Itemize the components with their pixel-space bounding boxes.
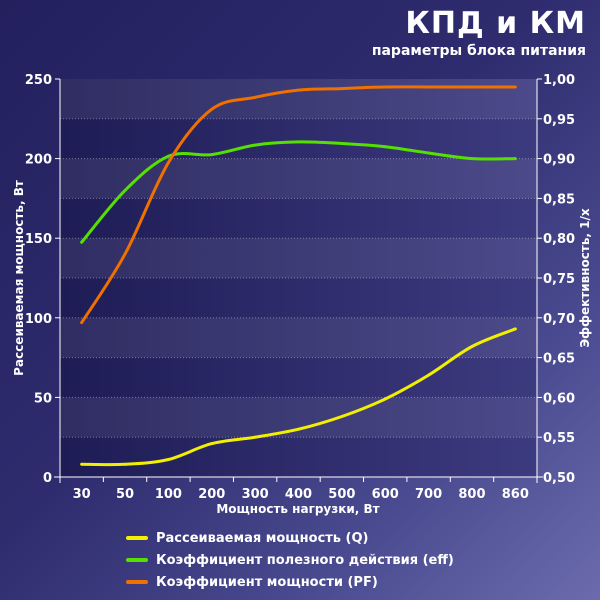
series-power-factor-point <box>167 161 170 165</box>
series-dissipated-power-point <box>427 373 430 377</box>
series-power-factor-point <box>427 85 430 89</box>
y-axis-right-label: Эффективность, 1/x <box>578 208 592 348</box>
y-right-tick-label: 0,60 <box>543 391 575 406</box>
legend-swatch <box>126 580 148 584</box>
series-efficiency-point <box>253 143 257 147</box>
series-efficiency-point <box>167 154 170 158</box>
grid-band <box>60 238 537 278</box>
chart-subtitle: параметры блока питания <box>371 43 586 59</box>
legend-item: Коэффициент мощности (PF) <box>126 571 454 593</box>
y-right-tick-label: 0,50 <box>543 471 575 486</box>
series-efficiency-point <box>383 145 387 149</box>
chart-header: КПД и КМ параметры блока питания <box>372 6 586 60</box>
x-tick-label: 30 <box>73 487 91 502</box>
series-dissipated-power-point <box>297 427 300 431</box>
legend: Рассеиваемая мощность (Q) Коэффициент пол… <box>126 527 454 593</box>
grid-band <box>60 158 537 199</box>
x-tick-label: 100 <box>155 487 182 502</box>
series-efficiency-point <box>123 189 127 192</box>
series-dissipated-power-point <box>80 462 84 466</box>
series-layer <box>80 85 517 467</box>
legend-item: Рассеиваемая мощность (Q) <box>126 527 454 549</box>
x-tick-label: 500 <box>328 487 355 502</box>
series-power-factor-point <box>253 95 257 99</box>
y-axis-left-label: Рассеиваемая мощность, Вт <box>12 180 26 376</box>
series-power-factor-line <box>80 85 517 325</box>
x-tick-label: 860 <box>502 487 529 502</box>
y-right-tick-label: 0,70 <box>543 312 575 327</box>
y-right-tick-label: 0,75 <box>543 272 575 287</box>
y-left-tick-label: 100 <box>25 312 52 327</box>
chart-title: КПД и КМ <box>405 6 586 41</box>
series-efficiency-point <box>513 157 517 161</box>
y-left-tick-label: 50 <box>34 391 52 406</box>
grid-band <box>60 397 537 438</box>
y-right-tick-label: 0,65 <box>543 352 575 367</box>
series-efficiency-point <box>297 140 300 144</box>
y-left-tick-label: 150 <box>25 232 52 247</box>
series-power-factor-point <box>210 107 214 111</box>
legend-label: Коэффициент полезного действия (eff) <box>156 552 454 568</box>
series-power-factor-point <box>513 85 517 89</box>
y-left-tick-label: 200 <box>25 153 52 168</box>
series-dissipated-power-point <box>167 458 170 461</box>
plot-area <box>60 79 537 477</box>
series-efficiency-point <box>210 153 214 157</box>
series-dissipated-power-point <box>470 345 474 348</box>
series-dissipated-power-point <box>513 327 517 331</box>
legend-label: Коэффициент мощности (PF) <box>156 574 378 590</box>
tick-labels: 30 50 100 200 300 400 500 600 700 800 860 0 50 100 150… <box>25 73 575 502</box>
y-right-tick-label: 0,55 <box>543 431 575 446</box>
series-dissipated-power-point <box>210 442 214 445</box>
legend-item: Коэффициент полезного действия (eff) <box>126 549 454 571</box>
x-tick-label: 300 <box>242 487 269 502</box>
series-efficiency-point <box>427 151 430 155</box>
y-right-tick-label: 0,80 <box>543 232 575 247</box>
series-efficiency-point <box>470 157 474 161</box>
series-dissipated-power-point <box>253 435 257 439</box>
y-right-tick-label: 1,00 <box>543 73 575 88</box>
y-right-tick-label: 0,90 <box>543 153 575 168</box>
series-efficiency-point <box>80 240 84 244</box>
grid-band <box>60 79 537 119</box>
series-dissipated-power-point <box>123 462 127 466</box>
series-power-factor-point <box>340 87 344 90</box>
axes <box>54 78 543 483</box>
x-tick-label: 400 <box>285 487 312 502</box>
y-right-tick-label: 0,95 <box>543 113 575 128</box>
x-axis-label: Мощность нагрузки, Вт <box>216 502 379 516</box>
series-power-factor-point <box>123 252 127 256</box>
series-power-factor-point <box>80 321 84 324</box>
plot-background <box>60 79 537 477</box>
legend-label: Рассеиваемая мощность (Q) <box>156 530 369 546</box>
y-left-tick-label: 250 <box>25 73 52 88</box>
legend-swatch <box>126 536 148 540</box>
series-power-factor-point <box>383 85 387 89</box>
series-dissipated-power-point <box>383 397 387 401</box>
legend-swatch <box>126 558 148 562</box>
series-efficiency-point <box>340 142 344 145</box>
x-tick-label: 600 <box>372 487 399 502</box>
series-power-factor-point <box>470 85 474 89</box>
grid-band <box>60 317 537 358</box>
x-tick-label: 700 <box>415 487 442 502</box>
x-tick-label: 50 <box>116 487 134 502</box>
series-dissipated-power-point <box>340 415 344 418</box>
y-left-tick-label: 0 <box>43 471 52 486</box>
x-tick-label: 800 <box>458 487 485 502</box>
series-power-factor-point <box>297 88 300 92</box>
y-right-tick-label: 0,85 <box>543 192 575 207</box>
x-tick-label: 200 <box>198 487 225 502</box>
